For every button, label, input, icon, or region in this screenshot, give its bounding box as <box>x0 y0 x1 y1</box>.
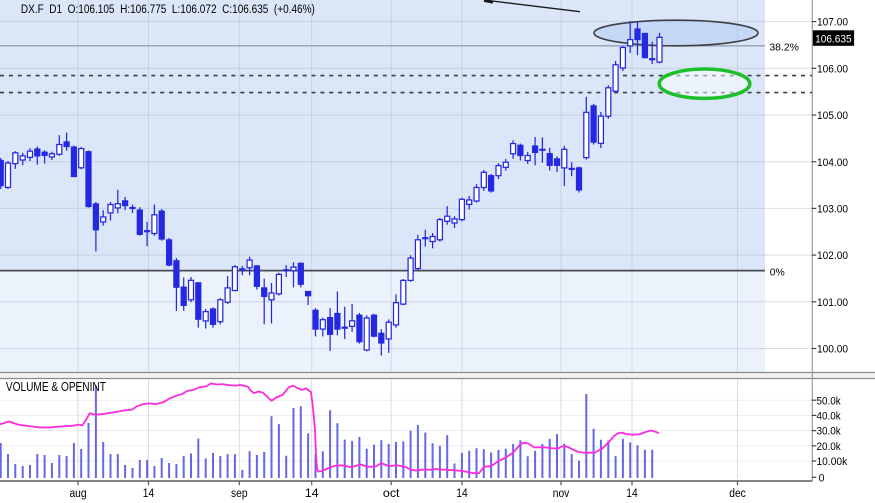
svg-text:aug: aug <box>69 488 86 500</box>
svg-text:sep: sep <box>231 488 248 500</box>
svg-text:38.2%: 38.2% <box>769 43 798 54</box>
svg-text:14: 14 <box>143 488 155 500</box>
svg-text:106.00: 106.00 <box>817 63 848 75</box>
svg-text:DX.F D1 O:106.105 H:106.775: DX.F D1 O:106.105 H:106.775 L:106.072 C:… <box>21 4 315 16</box>
svg-text:14: 14 <box>626 488 638 500</box>
svg-text:103.00: 103.00 <box>817 204 848 216</box>
svg-text:14: 14 <box>305 488 319 500</box>
svg-text:nov: nov <box>553 488 570 500</box>
svg-text:10.00k: 10.00k <box>817 456 848 468</box>
svg-text:dec: dec <box>729 488 746 500</box>
svg-text:104.00: 104.00 <box>817 157 848 169</box>
svg-text:20.0k: 20.0k <box>817 441 842 453</box>
svg-text:50.0k: 50.0k <box>817 395 842 407</box>
svg-text:0%: 0% <box>770 268 785 279</box>
svg-text:101.00: 101.00 <box>817 297 848 309</box>
svg-text:14: 14 <box>456 488 468 500</box>
svg-text:105.00: 105.00 <box>817 110 848 122</box>
svg-text:106.635: 106.635 <box>815 33 852 45</box>
svg-text:oct: oct <box>383 488 400 500</box>
svg-text:0: 0 <box>819 472 825 484</box>
svg-text:40.0k: 40.0k <box>817 411 842 423</box>
svg-text:30.0k: 30.0k <box>817 426 842 438</box>
svg-text:102.00: 102.00 <box>817 250 848 262</box>
svg-text:VOLUME & OPENINT: VOLUME & OPENINT <box>6 380 106 394</box>
svg-text:107.00: 107.00 <box>817 17 848 29</box>
svg-text:100.00: 100.00 <box>817 344 848 356</box>
